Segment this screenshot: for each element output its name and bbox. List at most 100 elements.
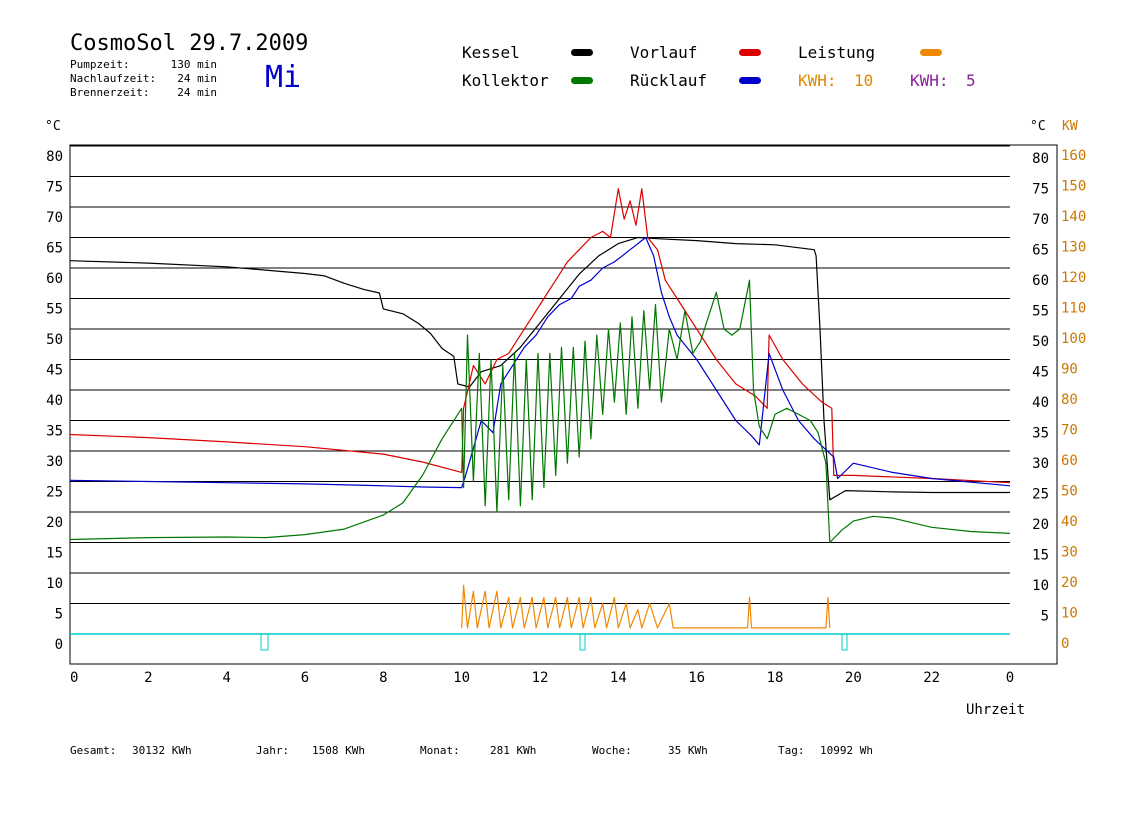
y-right-power-tick-label: 30 [1061,545,1078,561]
y-left-tick-label: 10 [46,576,63,592]
y-right-power-tick-label: 110 [1061,301,1086,317]
y-right-power-tick-label: 160 [1061,148,1086,164]
y-right-tick-labels: 80 75 70 65 60 55 50 45 40 35 30 25 20 15 10 5 [1032,151,1049,625]
y-right-power-tick-label: 90 [1061,362,1078,378]
info-pumpzeit-value: 130 min [171,58,217,71]
y-right-tick-label: 5 [1041,609,1049,625]
x-tick-label: 0 [70,670,78,686]
chart-title: CosmoSol 29.7.2009 [70,31,308,56]
y-right-tick-label: 40 [1032,395,1049,411]
y-right-power-tick-label: 120 [1061,270,1086,286]
y-right-power-tick-label: 80 [1061,392,1078,408]
y-right-tick-label: 45 [1032,365,1049,381]
legend-vorlauf-swatch [739,49,761,56]
y-left-tick-label: 30 [46,454,63,470]
y-left-unit: °C [45,119,61,134]
pump-indicator-marker [579,633,586,651]
legend-kollektor-label: Kollektor [462,71,549,90]
y-right-tick-label: 35 [1032,426,1049,442]
y-left-tick-label: 75 [46,180,63,196]
y-left-tick-label: 20 [46,515,63,531]
footer-tag-value: 10992 Wh [820,744,873,757]
pump-indicator-marker [260,633,269,651]
y-left-tick-label: 60 [46,271,63,287]
y-right-tick-label: 15 [1032,548,1049,564]
x-tick-label: 10 [453,670,470,686]
y-left-tick-label: 80 [46,149,63,165]
x-tick-label: 2 [144,670,152,686]
y-right-tick-label: 70 [1032,212,1049,228]
y-right-power-tick-label: 10 [1061,606,1078,622]
series-line-vorlauf [69,188,1011,484]
info-nachlaufzeit-value: 24 min [177,72,217,85]
pump-indicator-marker [841,633,848,651]
weekday-label: Mi [265,60,301,95]
y-left-tick-label: 40 [46,393,63,409]
y-right-power-tick-label: 40 [1061,514,1078,530]
y-right-tick-label: 30 [1032,456,1049,472]
y-left-tick-label: 5 [55,607,63,623]
info-brennerzeit-label: Brennerzeit: [70,86,149,99]
info-pumpzeit-label: Pumpzeit: [70,58,130,71]
x-tick-label: 16 [688,670,705,686]
x-tick-label: 20 [845,670,862,686]
footer-monat-value: 281 KWh [490,744,536,757]
footer-woche-value: 35 KWh [668,744,708,757]
footer-gesamt-value: 30132 KWh [132,744,192,757]
y-right-tick-label: 65 [1032,243,1049,259]
legend-vorlauf-label: Vorlauf [630,43,697,62]
kwh-1-value: 10 [854,71,873,90]
y-left-tick-label: 35 [46,424,63,440]
y-right-power-tick-label: 100 [1061,331,1086,347]
footer-jahr-value: 1508 KWh [312,744,365,757]
y-left-tick-label: 55 [46,302,63,318]
x-tick-label: 0 [1006,670,1014,686]
footer-gesamt-label: Gesamt: [70,744,116,757]
y-right-power-tick-label: 0 [1061,636,1069,652]
legend-kollektor-swatch [571,77,593,84]
kwh-2-value: 5 [966,71,976,90]
x-tick-label: 4 [222,670,230,686]
y-right-power-tick-label: 150 [1061,179,1086,195]
footer-tag-label: Tag: [778,744,805,757]
y-right-unit2: KW [1062,119,1078,134]
y-left-tick-label: 45 [46,363,63,379]
footer-monat-label: Monat: [420,744,460,757]
x-tick-label: 12 [532,670,549,686]
series-line-kessel [69,236,1010,501]
y-right-tick-label: 20 [1032,517,1049,533]
x-tick-label: 18 [767,670,784,686]
legend-kessel-swatch [571,49,593,56]
y-right-tick-label: 25 [1032,487,1049,503]
y-left-tick-label: 15 [46,546,63,562]
x-tick-label: 22 [923,670,940,686]
series-layer [69,188,1011,629]
legend-ruecklauf-label: Rücklauf [630,71,707,90]
x-tick-label: 8 [379,670,387,686]
y-left-tick-label: 0 [55,637,63,653]
info-brennerzeit-value: 24 min [177,86,217,99]
y-right-tick-label: 50 [1032,334,1049,350]
y-right-tick-label: 80 [1032,151,1049,167]
kwh-2-label: KWH: [910,71,949,90]
footer-jahr-label: Jahr: [256,744,289,757]
legend-leistung-label: Leistung [798,43,875,62]
y-left-tick-label: 50 [46,332,63,348]
series-line-kollektor [69,279,1011,544]
y-right-power-tick-label: 70 [1061,423,1078,439]
footer-woche-label: Woche: [592,744,632,757]
x-axis-label: Uhrzeit [966,702,1025,718]
y-right-power-tick-label: 130 [1061,240,1086,256]
y-right-power-tick-label: 20 [1061,575,1078,591]
y-right-unit: °C [1030,119,1046,134]
y-right-power-tick-label: 60 [1061,453,1078,469]
series-line-leistung [461,584,831,629]
x-tick-label: 6 [301,670,309,686]
legend-leistung-swatch [920,49,942,56]
legend-ruecklauf-swatch [739,77,761,84]
plot-area [69,144,1058,665]
